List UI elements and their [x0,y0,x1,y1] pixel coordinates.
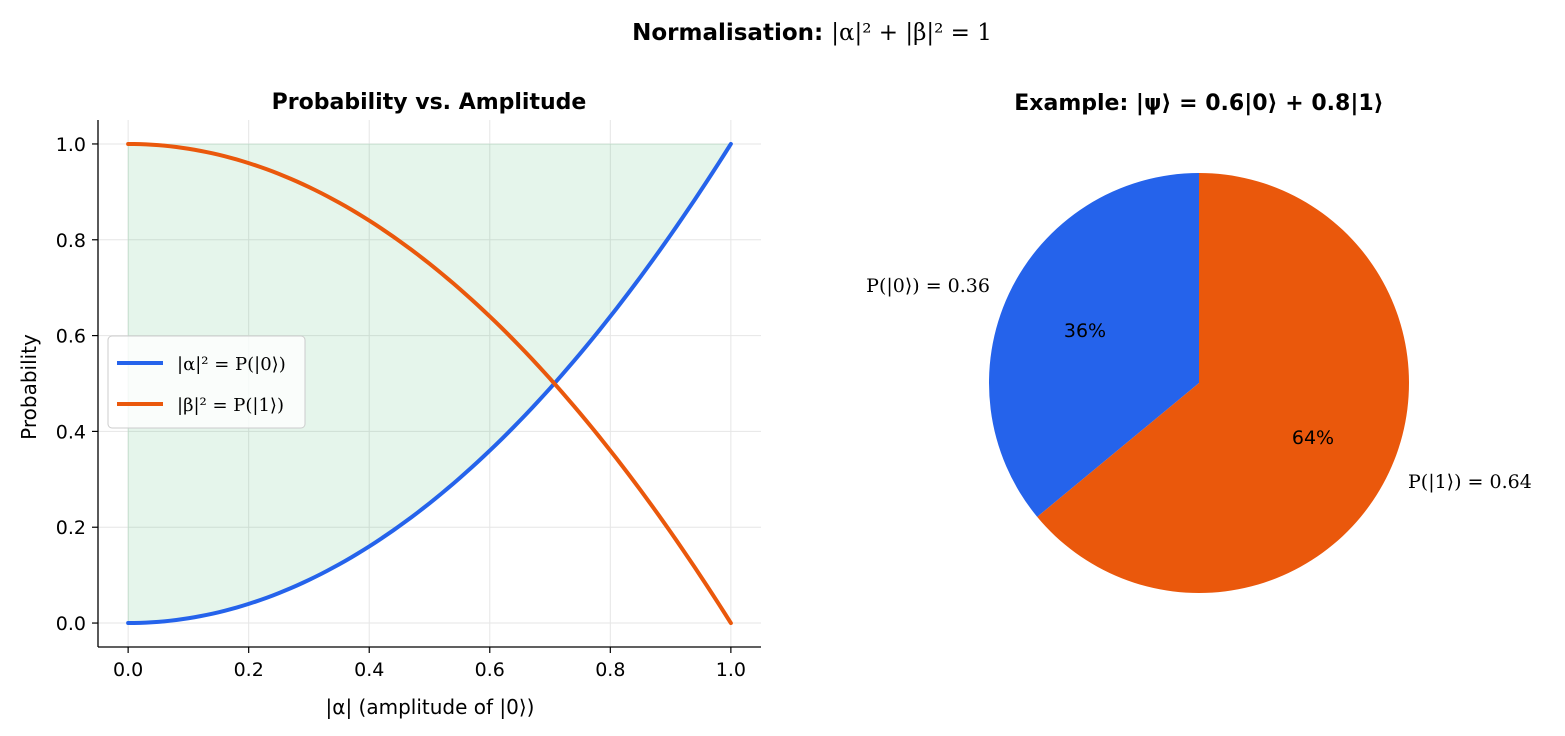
suptitle-math: |α|² + |β|² = 1 [831,20,992,46]
y-tick-label: 0.8 [56,230,86,252]
pie [989,173,1410,593]
legend: |α|² = P(|0⟩) |β|² = P(|1⟩) [107,335,306,429]
pie-slice-0 [989,173,1199,517]
x-tick-label: 1.0 [716,659,746,681]
y-tick-label: 1.0 [56,134,86,156]
pie-chart-title: Example: |ψ⟩ = 0.6|0⟩ + 0.8|1⟩ [1014,91,1383,116]
x-tick-label: 0.2 [234,659,264,681]
y-axis-label: Probability [17,334,41,440]
legend-label-alpha: |α|² = P(|0⟩) [177,354,286,375]
suptitle-bold: Normalisation: [632,20,823,46]
y-tick-label: 0.6 [56,326,86,348]
series-line-1 [126,141,733,626]
pie-slice-1 [1037,173,1410,593]
pie-chart: Example: |ψ⟩ = 0.6|0⟩ + 0.8|1⟩ P(|0⟩) = … [866,91,1532,593]
y-tick-label: 0.2 [56,517,86,539]
y-tick-label: 0.4 [56,421,86,443]
x-tick-label: 0.4 [354,659,384,681]
series-lines [126,141,733,626]
x-tick-label: 0.6 [475,659,505,681]
pie-title: Example: |ψ⟩ = 0.6|0⟩ + 0.8|1⟩ [1014,91,1383,116]
pie-pct-p0: 36% [1064,320,1106,342]
pie-label-p0: P(|0⟩) = 0.36 [866,275,990,297]
line-chart: Probability vs. Amplitude 0.0 0.2 0.4 0.6 0.… [17,90,761,719]
y-tick-label: 0.0 [56,613,86,635]
grid [98,120,761,647]
x-tick-label: 0.0 [113,659,143,681]
pie-pct-p1: 64% [1292,427,1334,449]
x-axis-label: |α| (amplitude of |0⟩) [326,695,535,719]
line-chart-title: Probability vs. Amplitude [272,90,587,115]
series-line-0 [126,141,733,626]
y-ticks: 0.0 0.2 0.4 0.6 0.8 1.0 [56,134,98,635]
suptitle: Normalisation: |α|² + |β|² = 1 [632,20,992,46]
x-tick-label: 0.8 [595,659,625,681]
axes [97,120,761,648]
x-ticks: 0.0 0.2 0.4 0.6 0.8 1.0 [113,647,746,681]
legend-label-beta: |β|² = P(|1⟩) [177,395,284,416]
pie-label-p1: P(|1⟩) = 0.64 [1408,471,1532,493]
